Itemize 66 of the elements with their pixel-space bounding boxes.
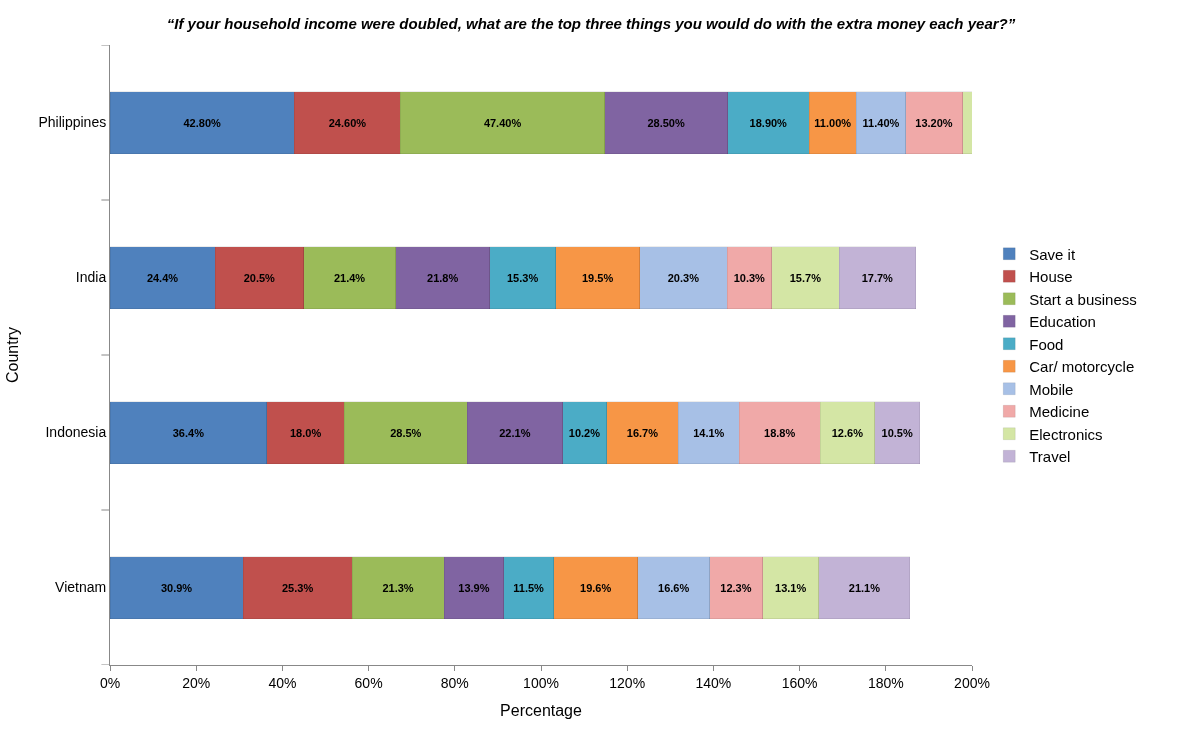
legend-label: House	[1029, 268, 1073, 286]
legend-label: Electronics	[1029, 425, 1103, 443]
x-tick-label: 40%	[268, 674, 297, 691]
legend-label: Mobile	[1029, 380, 1074, 398]
data-label: 18.8%	[764, 426, 796, 439]
data-label: 10.2%	[568, 426, 601, 439]
data-label: 13.9%	[458, 581, 490, 594]
y-axis-title: Country	[4, 326, 22, 384]
x-tick-label: 60%	[354, 674, 383, 691]
data-label: 13.1%	[775, 581, 807, 594]
data-label: 21.3%	[382, 581, 414, 594]
data-label: 16.6%	[658, 581, 690, 594]
data-label: 11.40%	[862, 116, 900, 129]
data-label: 24.60%	[328, 116, 367, 129]
x-tick-label: 160%	[781, 674, 818, 691]
data-label: 18.0%	[289, 426, 322, 439]
data-label: 18.90%	[749, 116, 788, 129]
x-tick-label: 140%	[695, 674, 732, 691]
data-label: 15.3%	[506, 271, 539, 284]
data-label: 10.5%	[881, 426, 913, 439]
legend-label: Education	[1029, 313, 1096, 331]
chart-title: “If your household income were doubled, what are the top three things you would do with the extra money each year?”	[166, 14, 1016, 32]
data-label: 13.20%	[915, 116, 953, 129]
y-tick-label: Indonesia	[45, 424, 107, 441]
data-label: 19.5%	[581, 271, 614, 284]
x-axis-title: Percentage	[500, 702, 583, 720]
data-label: 20.3%	[667, 271, 700, 284]
data-label: 22.1%	[499, 426, 531, 439]
y-tick-label: Vietnam	[55, 579, 107, 596]
legend-label: Start a business	[1029, 290, 1137, 308]
data-label: 12.6%	[831, 426, 864, 439]
legend-label: Save it	[1029, 245, 1076, 263]
y-tick-label: Philippines	[38, 114, 107, 131]
data-label: 25.3%	[282, 581, 314, 594]
legend-label: Car/ motorcycle	[1029, 358, 1135, 376]
data-label: 16.7%	[626, 426, 659, 439]
x-tick-label: 200%	[954, 674, 990, 691]
x-tick-label: 80%	[440, 674, 469, 691]
data-label: 47.40%	[483, 116, 522, 129]
y-tick-label: India	[75, 269, 107, 286]
data-label: 30.9%	[160, 581, 193, 594]
data-label: 11.00%	[814, 116, 852, 129]
data-label: 28.50%	[647, 116, 685, 129]
data-label: 19.6%	[580, 581, 612, 594]
legend-label: Travel	[1029, 448, 1071, 466]
legend-label: Medicine	[1029, 403, 1090, 421]
data-label: 21.1%	[848, 581, 881, 594]
x-tick-label: 120%	[609, 674, 646, 691]
data-label: 21.8%	[427, 271, 459, 284]
data-label: 14.1%	[693, 426, 725, 439]
data-label: 21.4%	[333, 271, 366, 284]
data-label: 10.3%	[733, 271, 766, 284]
data-label: 28.5%	[390, 426, 422, 439]
data-label: 11.5%	[513, 581, 545, 594]
x-tick-label: 100%	[523, 674, 559, 691]
x-tick-label: 180%	[867, 674, 904, 691]
data-label: 24.4%	[146, 271, 179, 284]
data-label: 17.7%	[861, 271, 894, 284]
x-tick-label: 20%	[182, 674, 211, 691]
x-tick-label: 0%	[99, 674, 121, 691]
data-label: 12.3%	[720, 581, 752, 594]
data-label: 42.80%	[183, 116, 221, 129]
data-label: 36.4%	[172, 426, 205, 439]
data-label: 20.5%	[243, 271, 276, 284]
legend-label: Food	[1029, 335, 1064, 353]
data-label: 15.7%	[789, 271, 822, 284]
